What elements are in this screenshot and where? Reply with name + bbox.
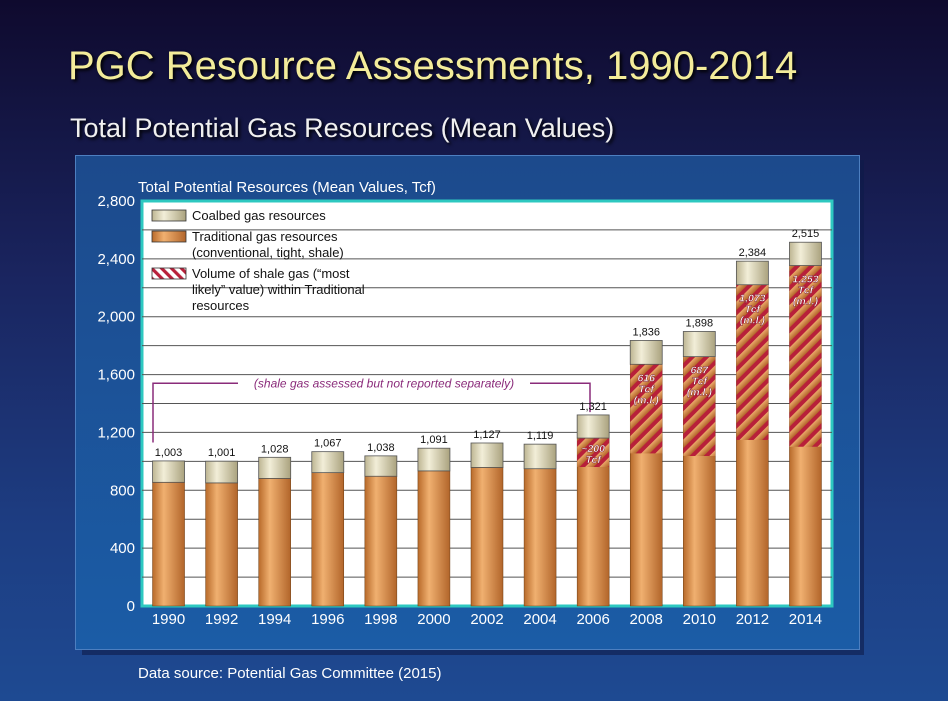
legend: Coalbed gas resources Traditional gas res…: [151, 208, 365, 313]
shale-value-label: (m.l.): [793, 296, 819, 308]
shale-value-label: ~200: [581, 443, 605, 455]
x-tick-label: 2002: [470, 611, 503, 628]
bar-traditional: [258, 478, 291, 607]
chart-title: Total Potential Resources (Mean Values, …: [138, 179, 436, 196]
y-tick-label: 800: [110, 482, 135, 499]
x-tick-label: 2014: [789, 611, 822, 628]
bar-traditional: [417, 470, 451, 607]
total-label: 1,836: [632, 326, 660, 338]
total-label: 1,067: [314, 438, 342, 450]
bar-coalbed: [576, 414, 610, 439]
slide-title: PGC Resource Assessments, 1990-2014: [68, 44, 798, 88]
shale-value-label: Tcf: [585, 454, 602, 466]
total-label: 1,321: [579, 401, 607, 413]
x-tick-label: 2000: [417, 611, 450, 628]
legend-label-traditional: (conventional, tight, shale): [192, 245, 344, 260]
y-tick-label: 2,400: [97, 251, 135, 268]
data-source-note: Data source: Potential Gas Committee (20…: [138, 665, 442, 682]
bar-shale: [789, 265, 822, 447]
y-tick-label: 400: [110, 540, 135, 557]
x-tick-label: 2010: [683, 611, 716, 628]
bars: 1,003 1,001 1,028 1,067 1,038 1,091 1,127 1,119…: [152, 228, 822, 607]
bar-shale: [577, 438, 610, 467]
bar-coalbed: [152, 460, 185, 483]
x-tick-label: 1990: [152, 611, 185, 628]
legend-label-shale: resources: [192, 298, 250, 313]
total-label: 1,119: [527, 430, 554, 442]
x-tick-label: 2008: [630, 611, 663, 628]
total-label: 1,127: [473, 429, 501, 441]
bar-traditional: [523, 468, 557, 607]
y-tick-label: 2,000: [97, 309, 135, 326]
total-label: 1,038: [367, 442, 395, 454]
total-label: 2,384: [739, 247, 767, 259]
shale-value-label: Tcf: [639, 383, 656, 395]
bar-coalbed: [682, 331, 716, 358]
bar-coalbed: [523, 443, 557, 470]
shale-value-label: (m.l.): [740, 315, 766, 327]
x-tick-label: 1998: [364, 611, 397, 628]
bar-coalbed: [629, 340, 663, 365]
y-tick-label: 2,800: [97, 193, 135, 210]
legend-label-shale: likely” value) within Traditional: [192, 282, 365, 297]
shale-value-label: Tcf: [692, 376, 709, 388]
legend-swatch-traditional: [151, 230, 187, 243]
total-label: 1,898: [686, 317, 714, 329]
annotation-text: (shale gas assessed but not reported sep…: [254, 376, 514, 390]
legend-label-shale: Volume of shale gas (“most: [192, 266, 350, 281]
bar-traditional: [205, 482, 238, 607]
x-tick-label: 1994: [258, 611, 291, 628]
bar-coalbed: [735, 260, 769, 286]
bar-traditional: [311, 472, 345, 607]
annotation-bracket: [152, 382, 591, 443]
bar-coalbed: [258, 456, 292, 479]
bar-traditional: [152, 482, 185, 607]
bar-coalbed: [789, 241, 822, 266]
legend-label-coalbed: Coalbed gas resources: [192, 208, 326, 223]
bar-coalbed: [417, 447, 451, 472]
x-tick-label: 2004: [523, 611, 556, 628]
shale-value-label: Tcf: [798, 285, 815, 297]
x-tick-label: 1992: [205, 611, 238, 628]
bar-shale: [630, 364, 663, 454]
slide-subtitle: Total Potential Gas Resources (Mean Valu…: [70, 113, 615, 143]
shale-value-label: 687: [691, 365, 710, 377]
total-label: 1,001: [208, 447, 236, 459]
bar-traditional: [364, 476, 398, 607]
x-tick-label: 2006: [576, 611, 609, 628]
total-label: 1,091: [420, 434, 448, 446]
bar-traditional: [470, 467, 504, 607]
shale-value-label: (m.l.): [634, 394, 660, 406]
legend-swatch-shale: [151, 267, 187, 280]
y-axis: 0 400 800 1,200 1,600 2,000 2,400 2,800: [97, 193, 135, 615]
x-tick-label: 2012: [736, 611, 769, 628]
legend-label-traditional: Traditional gas resources: [192, 229, 338, 244]
legend-swatch-coalbed: [151, 209, 187, 222]
annotation-group: (shale gas assessed but not reported sep…: [152, 376, 591, 443]
bar-coalbed: [205, 460, 239, 484]
bar-shale: [736, 284, 769, 440]
bar-coalbed: [364, 455, 398, 477]
y-tick-label: 1,200: [97, 424, 135, 441]
x-tick-label: 1996: [311, 611, 344, 628]
y-tick-label: 0: [127, 598, 135, 615]
bar-coalbed: [311, 451, 345, 474]
x-axis: 1990 1992 1994 1996 1998 2000 2002 2004 2006 2008…: [152, 611, 822, 628]
shale-value-label: 1,073: [739, 293, 765, 305]
total-label: 1,003: [155, 447, 183, 459]
shale-value-label: 1,253: [792, 274, 818, 286]
y-tick-label: 1,600: [97, 367, 135, 384]
bar-coalbed: [470, 442, 504, 468]
shale-value-label: (m.l.): [687, 387, 713, 399]
shale-value-label: Tcf: [745, 304, 762, 316]
total-label: 2,515: [792, 228, 820, 240]
total-label: 1,028: [261, 443, 289, 455]
bar-shale: [683, 356, 716, 457]
shale-value-label: 616: [637, 372, 655, 384]
